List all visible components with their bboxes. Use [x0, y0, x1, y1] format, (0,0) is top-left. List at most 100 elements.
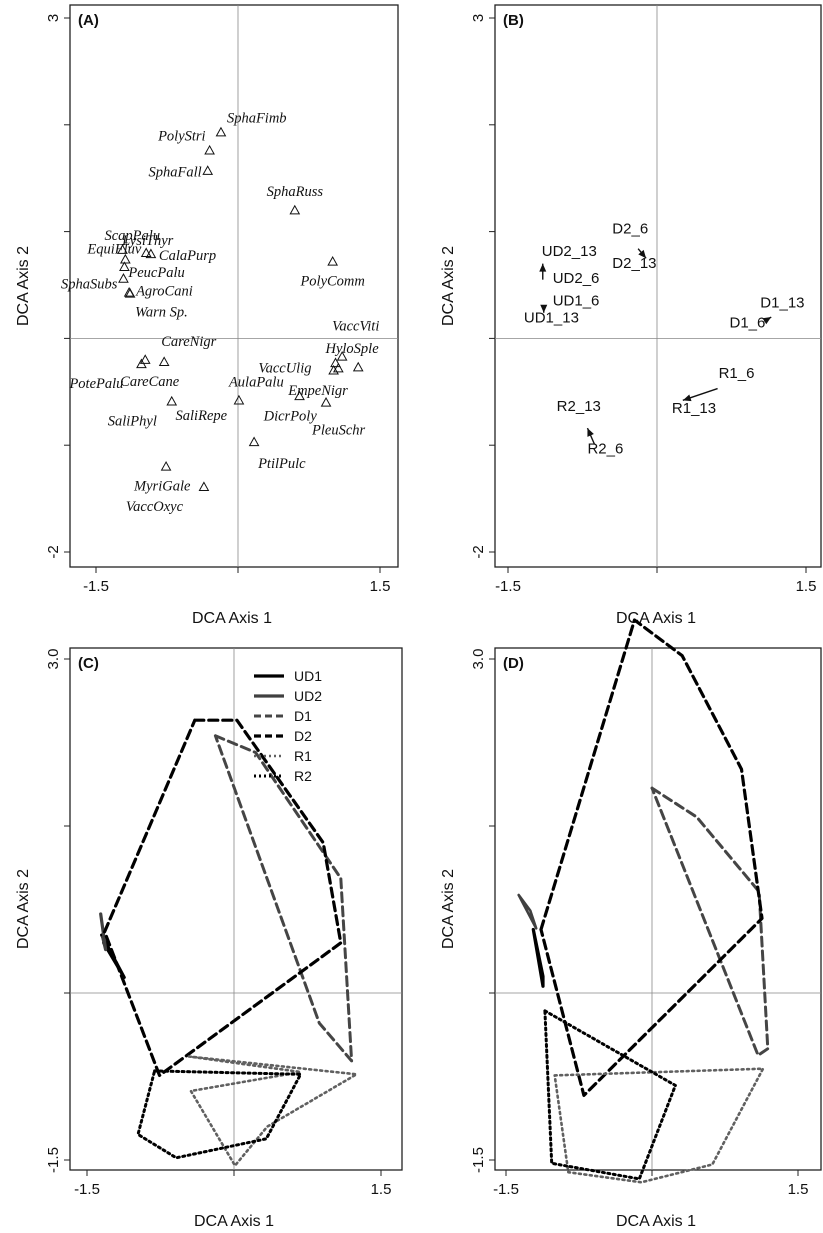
species-label: SaliRepe	[176, 408, 228, 424]
species-marker	[123, 286, 135, 297]
species-label: ScapPalu	[105, 228, 161, 244]
site-year-label: UD1_13	[524, 309, 579, 326]
panel-d: -1.5 1.5 3.0 -1.5 DCA Axis 1 DCA Axis 2 (D)	[440, 618, 822, 1230]
legend-label: UD1	[294, 668, 322, 684]
species-marker	[327, 255, 339, 266]
x-axis-title: DCA Axis 1	[616, 610, 696, 627]
species-marker	[204, 144, 215, 155]
species-label: LysiThyr	[121, 233, 173, 249]
site-year-label: UD1_6	[553, 292, 600, 309]
legend-label: D1	[294, 708, 312, 724]
species-marker	[117, 244, 128, 254]
species-marker	[328, 364, 339, 375]
site-year-label: R2_6	[587, 441, 623, 458]
site-year-label: R1_6	[719, 365, 755, 382]
hull-r2	[136, 1069, 303, 1160]
panel-a: -1.5 1.5 3 -2 DCA Axis 1 DCA Axis 2 (A) SphaFim…	[15, 4, 399, 627]
hull-ud2	[99, 912, 108, 952]
species-marker	[136, 358, 147, 369]
plot-frame	[494, 647, 822, 1171]
hull-r2	[543, 1009, 677, 1181]
species-label: AgroCani	[135, 284, 193, 300]
site-year-label: D2_13	[612, 255, 656, 272]
x-tick-label: -1.5	[83, 578, 109, 595]
species-marker	[336, 351, 348, 361]
hull-r1	[553, 1067, 765, 1184]
x-tick-label: 1.5	[796, 578, 817, 595]
x-tick-label: -1.5	[495, 578, 521, 595]
species-label: Warn Sp.	[135, 304, 188, 320]
panel-c: -1.5 1.5 3.0 -1.5 DCA Axis 1 DCA Axis 2 (C) UD1…	[15, 647, 403, 1230]
species-marker	[352, 361, 364, 372]
hull-ud1	[531, 927, 545, 988]
species-marker	[248, 436, 260, 447]
species-marker	[118, 273, 129, 283]
species-label: AulaPalu	[228, 374, 284, 390]
y-axis-title: DCA Axis 2	[440, 869, 457, 949]
y-tick-label: 3.0	[45, 649, 62, 670]
species-marker	[160, 461, 172, 471]
shift-arrow-head	[540, 304, 548, 313]
panel-label: (D)	[503, 655, 524, 672]
species-label: CalaPurp	[159, 248, 216, 264]
hull-d2	[102, 718, 343, 1078]
y-axis-title: DCA Axis 2	[15, 869, 32, 949]
site-year-label: UD2_13	[542, 243, 597, 260]
species-label: EmpeNigr	[287, 383, 348, 399]
y-tick-label: -1.5	[470, 1147, 487, 1173]
species-label: VaccUlig	[258, 360, 311, 376]
species-label: DicrPoly	[263, 408, 318, 424]
x-axis-title: DCA Axis 1	[194, 1213, 274, 1230]
species-label: PolyStri	[157, 128, 206, 144]
panel-b: -1.5 1.5 3 -2 DCA Axis 1 DCA Axis 2 (B) UD2_13 U…	[440, 4, 822, 627]
site-year-label: UD2_6	[553, 270, 600, 287]
y-axis-title: DCA Axis 2	[440, 246, 457, 326]
hull-ud1	[100, 933, 126, 980]
species-label: SaliPhyl	[108, 413, 157, 429]
x-axis-title: DCA Axis 1	[192, 610, 272, 627]
site-year-label: R1_13	[672, 400, 716, 417]
species-label: PotePalu	[68, 376, 123, 392]
plot-frame	[69, 647, 403, 1171]
shift-arrow-head	[539, 263, 547, 272]
species-label: MyriGale	[133, 479, 191, 495]
species-label: VaccViti	[332, 319, 379, 335]
shift-arrow-head	[682, 394, 692, 402]
species-label: CareNigr	[161, 334, 216, 350]
hull-ud2	[517, 893, 538, 930]
shift-arrow-head	[638, 249, 647, 259]
species-marker	[233, 394, 245, 405]
x-axis-title: DCA Axis 1	[616, 1213, 696, 1230]
x-tick-label: 1.5	[370, 578, 391, 595]
species-label: SphaRuss	[267, 184, 324, 200]
legend-label: R1	[294, 748, 312, 764]
site-year-label: D2_6	[612, 221, 648, 238]
species-marker	[166, 395, 178, 406]
species-label: SphaSubs	[61, 277, 118, 293]
hull-d1	[650, 786, 770, 1057]
legend-label: D2	[294, 728, 312, 744]
species-label: SphaFall	[149, 165, 202, 181]
species-marker	[215, 126, 227, 137]
panel-label: (C)	[78, 655, 99, 672]
site-year-label: R2_13	[557, 398, 601, 415]
hull-d2	[539, 618, 764, 1098]
species-label: PeucPalu	[127, 265, 184, 281]
species-marker	[158, 356, 170, 366]
species-marker	[145, 248, 157, 259]
plot-frame	[494, 4, 822, 568]
hull-d1	[213, 734, 354, 1063]
species-marker	[289, 204, 301, 215]
x-tick-label: 1.5	[788, 1181, 809, 1198]
x-tick-label: -1.5	[493, 1181, 519, 1198]
species-label: SphaFimb	[227, 110, 287, 126]
y-axis-title: DCA Axis 2	[15, 246, 32, 326]
species-marker	[332, 362, 344, 373]
legend-label: R2	[294, 768, 312, 784]
species-label: CareCane	[120, 374, 180, 390]
species-marker	[202, 165, 214, 175]
species-label: EquiFluv	[86, 241, 142, 257]
species-marker	[198, 481, 210, 491]
species-marker	[320, 396, 332, 407]
